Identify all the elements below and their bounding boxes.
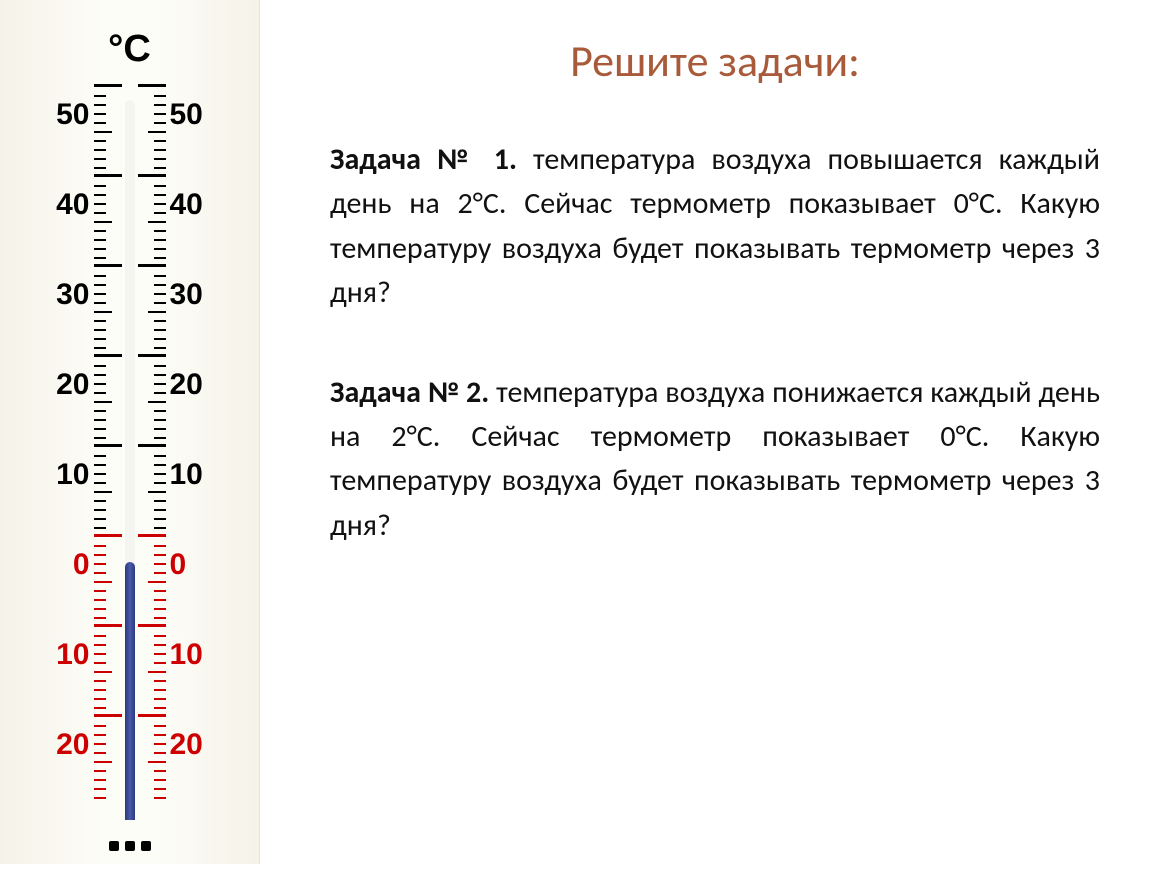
scale-row: 2020 — [0, 730, 259, 760]
tick-group — [94, 250, 166, 340]
scale-row: 2020 — [0, 370, 259, 400]
content-panel: Решите задачи: Задача № 1. температура в… — [260, 0, 1150, 864]
scale-label-right: 20 — [166, 728, 218, 762]
page-title: Решите задачи: — [330, 24, 1100, 88]
scale-label-right: 10 — [166, 638, 218, 672]
tick-group — [94, 340, 166, 430]
scale-row: 00 — [0, 550, 259, 580]
scale-label-left: 10 — [42, 458, 94, 492]
bulb-dot — [125, 841, 135, 851]
celsius-symbol: °C — [108, 28, 151, 71]
scale-label-left: 20 — [42, 728, 94, 762]
scale-label-right: 50 — [166, 98, 218, 132]
scale-label-right: 30 — [166, 278, 218, 312]
task-text: Задача № 1. температура воздуха повышает… — [330, 138, 1100, 316]
scale-label-left: 50 — [42, 98, 94, 132]
scale-row: 40 40 — [0, 190, 259, 220]
scale-label-left: 30 — [42, 278, 94, 312]
tick-group — [94, 160, 166, 250]
scale-label-right: 0 — [166, 548, 218, 582]
scale-label-right: 20 — [166, 368, 218, 402]
bulb-dot — [141, 841, 151, 851]
tick-group — [94, 520, 166, 610]
scale-label-left: 10 — [42, 638, 94, 672]
scale-label-left: 0 — [42, 548, 94, 582]
thermometer-scale: 505040403030202010100010102020 — [0, 100, 259, 820]
tick-group — [94, 610, 166, 700]
bulb-hint — [100, 829, 160, 869]
task-text: Задача № 2. температура воздуха понижает… — [330, 371, 1100, 549]
scale-label-left: 40 — [42, 188, 94, 222]
task-label: Задача № 1. — [330, 141, 517, 178]
task-1: Задача № 1. температура воздуха повышает… — [330, 138, 1100, 316]
scale-label-left: 20 — [42, 368, 94, 402]
bulb-dot — [109, 841, 119, 851]
tick-group — [94, 70, 166, 160]
scale-label-right: 10 — [166, 458, 218, 492]
task-label: Задача № 2. — [330, 374, 489, 411]
thermometer-panel: °C 505040403030202010100010102020 — [0, 0, 260, 864]
scale-row: 10 10 — [0, 640, 259, 670]
tick-group — [94, 430, 166, 520]
tick-group — [94, 700, 166, 790]
scale-row: 30 30 — [0, 280, 259, 310]
scale-row: 50 50 — [0, 100, 259, 130]
scale-row: 10 10 — [0, 460, 259, 490]
task-2: Задача № 2. температура воздуха понижает… — [330, 371, 1100, 549]
scale-label-right: 40 — [166, 188, 218, 222]
